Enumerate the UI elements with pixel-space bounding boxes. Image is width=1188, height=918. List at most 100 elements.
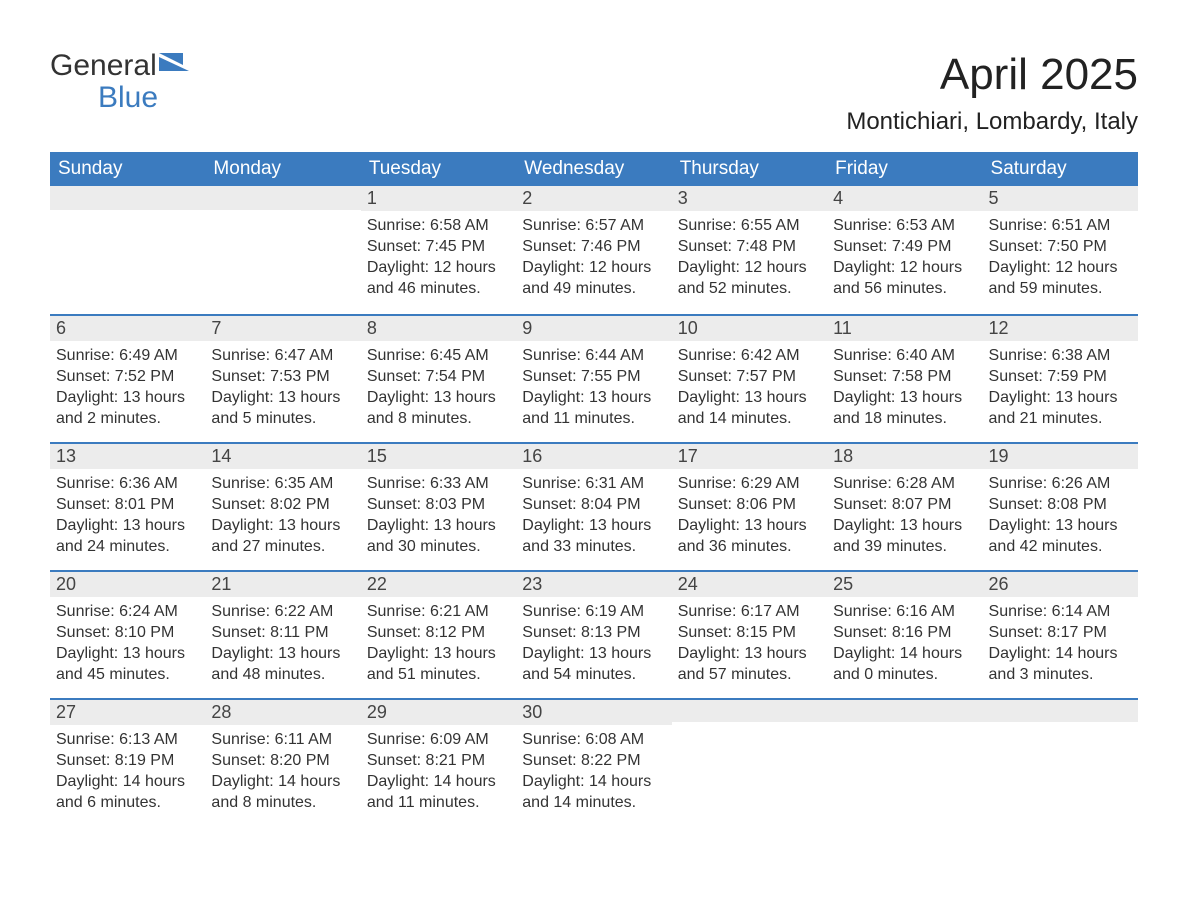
calendar-cell: 26Sunrise: 6:14 AMSunset: 8:17 PMDayligh… — [983, 570, 1138, 698]
sunset-text: Sunset: 8:04 PM — [522, 494, 665, 515]
sunrise-text: Sunrise: 6:14 AM — [989, 601, 1132, 622]
day-details: Sunrise: 6:38 AMSunset: 7:59 PMDaylight:… — [983, 341, 1138, 433]
sunset-text: Sunset: 8:06 PM — [678, 494, 821, 515]
day-number-band: 15 — [361, 442, 516, 469]
calendar-cell: 30Sunrise: 6:08 AMSunset: 8:22 PMDayligh… — [516, 698, 671, 826]
calendar-cell: 22Sunrise: 6:21 AMSunset: 8:12 PMDayligh… — [361, 570, 516, 698]
day-number-band: 12 — [983, 314, 1138, 341]
calendar-cell: 21Sunrise: 6:22 AMSunset: 8:11 PMDayligh… — [205, 570, 360, 698]
sunset-text: Sunset: 7:46 PM — [522, 236, 665, 257]
daylight-text: Daylight: 14 hours and 0 minutes. — [833, 643, 976, 685]
location-subtitle: Montichiari, Lombardy, Italy — [846, 108, 1138, 136]
sunset-text: Sunset: 8:12 PM — [367, 622, 510, 643]
day-number-band: 18 — [827, 442, 982, 469]
daylight-text: Daylight: 13 hours and 57 minutes. — [678, 643, 821, 685]
daylight-text: Daylight: 13 hours and 5 minutes. — [211, 387, 354, 429]
calendar-cell: 10Sunrise: 6:42 AMSunset: 7:57 PMDayligh… — [672, 314, 827, 442]
day-number-band: 28 — [205, 698, 360, 725]
day-details: Sunrise: 6:09 AMSunset: 8:21 PMDaylight:… — [361, 725, 516, 817]
sunrise-text: Sunrise: 6:17 AM — [678, 601, 821, 622]
sunset-text: Sunset: 7:50 PM — [989, 236, 1132, 257]
sunset-text: Sunset: 8:19 PM — [56, 750, 199, 771]
daylight-text: Daylight: 14 hours and 14 minutes. — [522, 771, 665, 813]
daylight-text: Daylight: 13 hours and 24 minutes. — [56, 515, 199, 557]
day-number-band: 6 — [50, 314, 205, 341]
weekday-header: Saturday — [983, 152, 1138, 186]
day-details: Sunrise: 6:31 AMSunset: 8:04 PMDaylight:… — [516, 469, 671, 561]
sunset-text: Sunset: 8:01 PM — [56, 494, 199, 515]
calendar-cell: 6Sunrise: 6:49 AMSunset: 7:52 PMDaylight… — [50, 314, 205, 442]
sunset-text: Sunset: 7:59 PM — [989, 366, 1132, 387]
day-number-band: 21 — [205, 570, 360, 597]
day-details: Sunrise: 6:45 AMSunset: 7:54 PMDaylight:… — [361, 341, 516, 433]
sunrise-text: Sunrise: 6:44 AM — [522, 345, 665, 366]
sunrise-text: Sunrise: 6:09 AM — [367, 729, 510, 750]
day-details: Sunrise: 6:19 AMSunset: 8:13 PMDaylight:… — [516, 597, 671, 689]
day-details: Sunrise: 6:57 AMSunset: 7:46 PMDaylight:… — [516, 211, 671, 303]
daylight-text: Daylight: 12 hours and 56 minutes. — [833, 257, 976, 299]
day-details: Sunrise: 6:24 AMSunset: 8:10 PMDaylight:… — [50, 597, 205, 689]
sunrise-text: Sunrise: 6:26 AM — [989, 473, 1132, 494]
weekday-header: Sunday — [50, 152, 205, 186]
calendar-cell: 15Sunrise: 6:33 AMSunset: 8:03 PMDayligh… — [361, 442, 516, 570]
day-details: Sunrise: 6:51 AMSunset: 7:50 PMDaylight:… — [983, 211, 1138, 303]
calendar-body: 1Sunrise: 6:58 AMSunset: 7:45 PMDaylight… — [50, 186, 1138, 826]
calendar-cell: 11Sunrise: 6:40 AMSunset: 7:58 PMDayligh… — [827, 314, 982, 442]
day-number-band: 24 — [672, 570, 827, 597]
sunrise-text: Sunrise: 6:22 AM — [211, 601, 354, 622]
day-details: Sunrise: 6:22 AMSunset: 8:11 PMDaylight:… — [205, 597, 360, 689]
sunrise-text: Sunrise: 6:51 AM — [989, 215, 1132, 236]
sunset-text: Sunset: 7:52 PM — [56, 366, 199, 387]
sunrise-text: Sunrise: 6:08 AM — [522, 729, 665, 750]
sunset-text: Sunset: 8:08 PM — [989, 494, 1132, 515]
calendar-cell: 7Sunrise: 6:47 AMSunset: 7:53 PMDaylight… — [205, 314, 360, 442]
sunset-text: Sunset: 7:45 PM — [367, 236, 510, 257]
day-details: Sunrise: 6:08 AMSunset: 8:22 PMDaylight:… — [516, 725, 671, 817]
day-number-band: 25 — [827, 570, 982, 597]
sunrise-text: Sunrise: 6:33 AM — [367, 473, 510, 494]
daylight-text: Daylight: 14 hours and 6 minutes. — [56, 771, 199, 813]
daylight-text: Daylight: 13 hours and 27 minutes. — [211, 515, 354, 557]
weekday-header: Friday — [827, 152, 982, 186]
sunset-text: Sunset: 7:48 PM — [678, 236, 821, 257]
sunrise-text: Sunrise: 6:28 AM — [833, 473, 976, 494]
daylight-text: Daylight: 14 hours and 3 minutes. — [989, 643, 1132, 685]
calendar-cell: 3Sunrise: 6:55 AMSunset: 7:48 PMDaylight… — [672, 186, 827, 314]
weekday-header: Wednesday — [516, 152, 671, 186]
daylight-text: Daylight: 13 hours and 2 minutes. — [56, 387, 199, 429]
day-details: Sunrise: 6:44 AMSunset: 7:55 PMDaylight:… — [516, 341, 671, 433]
sunrise-text: Sunrise: 6:36 AM — [56, 473, 199, 494]
calendar-cell: 28Sunrise: 6:11 AMSunset: 8:20 PMDayligh… — [205, 698, 360, 826]
calendar-cell: 27Sunrise: 6:13 AMSunset: 8:19 PMDayligh… — [50, 698, 205, 826]
calendar-cell: 4Sunrise: 6:53 AMSunset: 7:49 PMDaylight… — [827, 186, 982, 314]
day-number-band: 3 — [672, 186, 827, 211]
day-details: Sunrise: 6:40 AMSunset: 7:58 PMDaylight:… — [827, 341, 982, 433]
daylight-text: Daylight: 13 hours and 36 minutes. — [678, 515, 821, 557]
sunset-text: Sunset: 8:15 PM — [678, 622, 821, 643]
day-details: Sunrise: 6:55 AMSunset: 7:48 PMDaylight:… — [672, 211, 827, 303]
calendar-cell: 13Sunrise: 6:36 AMSunset: 8:01 PMDayligh… — [50, 442, 205, 570]
day-details: Sunrise: 6:42 AMSunset: 7:57 PMDaylight:… — [672, 341, 827, 433]
sunrise-text: Sunrise: 6:42 AM — [678, 345, 821, 366]
calendar-cell: 14Sunrise: 6:35 AMSunset: 8:02 PMDayligh… — [205, 442, 360, 570]
logo: General Blue — [50, 50, 193, 113]
calendar-week-row: 1Sunrise: 6:58 AMSunset: 7:45 PMDaylight… — [50, 186, 1138, 314]
calendar-cell: 23Sunrise: 6:19 AMSunset: 8:13 PMDayligh… — [516, 570, 671, 698]
day-details: Sunrise: 6:29 AMSunset: 8:06 PMDaylight:… — [672, 469, 827, 561]
daylight-text: Daylight: 13 hours and 45 minutes. — [56, 643, 199, 685]
day-details: Sunrise: 6:33 AMSunset: 8:03 PMDaylight:… — [361, 469, 516, 561]
sunrise-text: Sunrise: 6:53 AM — [833, 215, 976, 236]
sunrise-text: Sunrise: 6:55 AM — [678, 215, 821, 236]
day-number-band: 5 — [983, 186, 1138, 211]
day-number-band: 30 — [516, 698, 671, 725]
sunset-text: Sunset: 8:10 PM — [56, 622, 199, 643]
day-number-band: 4 — [827, 186, 982, 211]
sunset-text: Sunset: 8:02 PM — [211, 494, 354, 515]
day-number-band: 20 — [50, 570, 205, 597]
sunset-text: Sunset: 8:07 PM — [833, 494, 976, 515]
daylight-text: Daylight: 13 hours and 21 minutes. — [989, 387, 1132, 429]
calendar-cell: 9Sunrise: 6:44 AMSunset: 7:55 PMDaylight… — [516, 314, 671, 442]
calendar-table: Sunday Monday Tuesday Wednesday Thursday… — [50, 152, 1138, 826]
daylight-text: Daylight: 12 hours and 59 minutes. — [989, 257, 1132, 299]
sunset-text: Sunset: 8:03 PM — [367, 494, 510, 515]
